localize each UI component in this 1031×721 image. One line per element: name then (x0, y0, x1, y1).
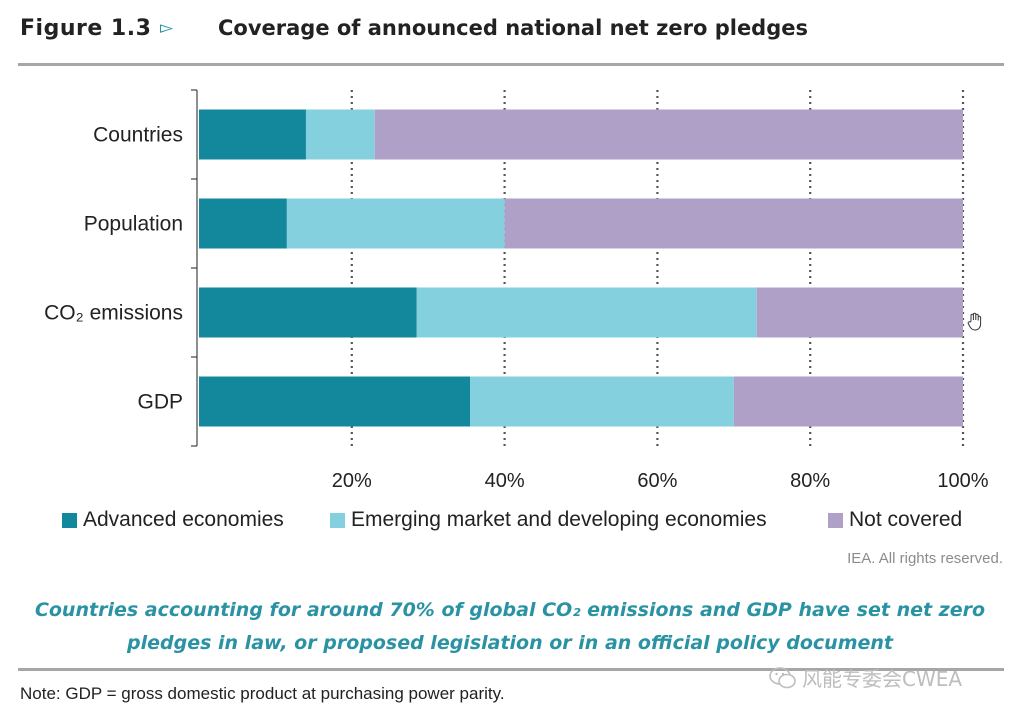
figure-caption: Countries accounting for around 70% of g… (34, 599, 986, 654)
bar-co-emissions-series-2 (756, 287, 963, 338)
bar-co-emissions-series-0 (199, 287, 417, 338)
rights-notice: IEA. All rights reserved. (847, 550, 1003, 567)
category-label-1: Population (84, 213, 183, 236)
wechat-icon (769, 666, 796, 688)
bar-population-series-1 (286, 198, 505, 249)
bar-population-series-0 (199, 198, 287, 249)
x-tick-label-80: 80% (790, 470, 830, 492)
legend-label-emerging: Emerging market and developing economies (351, 508, 767, 531)
legend-item-emerging: Emerging market and developing economies (330, 505, 767, 535)
legend-swatch-emerging (330, 512, 345, 528)
bar-countries-series-2 (374, 109, 964, 160)
bar-co-emissions-series-1 (416, 287, 757, 338)
watermark: 风能专委会CWEA (768, 663, 962, 692)
category-label-3: GDP (137, 391, 183, 414)
legend-item-not-covered: Not covered (828, 505, 962, 535)
legend-item-advanced: Advanced economies (62, 505, 284, 535)
bar-population-series-2 (504, 198, 963, 249)
legend-swatch-advanced (62, 512, 77, 528)
watermark-text: 风能专委会CWEA (802, 667, 963, 691)
x-tick-label-100: 100% (937, 470, 988, 492)
top-divider (18, 63, 1004, 66)
category-label-0: Countries (93, 124, 183, 147)
x-tick-label-60: 60% (637, 470, 677, 492)
stacked-bar-chart: Countries Population CO₂ emissions GDP 20% 40… (44, 89, 989, 492)
figure-arrow-icon: ▻ (160, 18, 174, 38)
figure-header: Figure 1.3 ▻ Coverage of announced natio… (18, 14, 1008, 50)
bar-countries-series-1 (305, 109, 375, 160)
figure-note: Note: GDP = gross domestic product at pu… (20, 684, 505, 703)
bar-countries-series-0 (199, 109, 306, 160)
x-tick-label-20: 20% (332, 470, 372, 492)
bar-gdp-series-0 (199, 376, 471, 427)
legend-label-not-covered: Not covered (849, 508, 963, 531)
legend-label-advanced: Advanced economies (83, 508, 284, 531)
legend-swatch-not-covered (828, 512, 843, 528)
bar-gdp-series-2 (733, 376, 963, 427)
x-tick-label-40: 40% (485, 470, 525, 492)
chart-legend: Advanced economies Emerging market and d… (62, 505, 1012, 535)
category-label-2: CO₂ emissions (44, 302, 183, 325)
bottom-divider (18, 668, 1004, 671)
figure-title: Coverage of announced national net zero … (218, 16, 808, 40)
hand-cursor-icon (967, 312, 982, 331)
bar-gdp-series-1 (470, 376, 734, 427)
figure-label: Figure 1.3 (20, 16, 152, 41)
